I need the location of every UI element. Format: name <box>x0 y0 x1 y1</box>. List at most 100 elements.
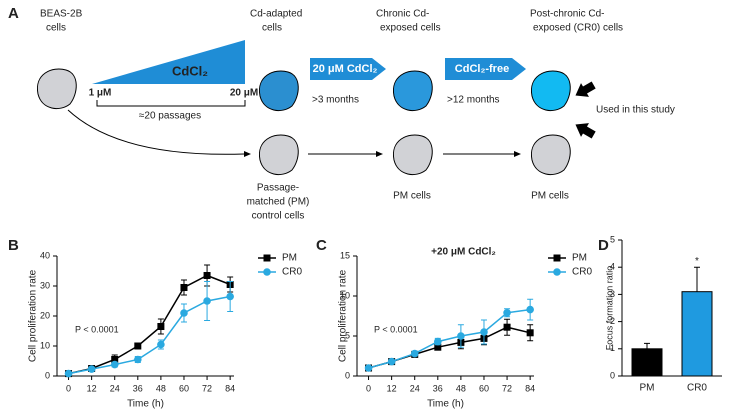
legend-marker <box>263 254 271 262</box>
arrowhead <box>514 151 521 157</box>
label: >12 months <box>447 95 500 106</box>
marker <box>111 356 119 363</box>
annotation: P < 0.0001 <box>75 324 119 334</box>
y-tick-label: 3 <box>610 289 615 299</box>
marker <box>503 309 511 317</box>
marker <box>157 323 165 330</box>
cell <box>258 70 299 112</box>
label: cells <box>46 23 66 34</box>
marker <box>134 355 142 364</box>
label: cells <box>262 23 282 34</box>
x-tick-label: 48 <box>456 383 466 393</box>
marker <box>226 292 234 301</box>
panel-label: A <box>8 5 19 22</box>
bar <box>681 291 713 377</box>
x-tick-label: 72 <box>202 383 212 393</box>
marker <box>203 272 211 279</box>
series-line <box>368 308 531 369</box>
marker <box>203 297 211 305</box>
bracket <box>96 100 246 107</box>
panel-label: B <box>8 237 19 254</box>
y-tick-label: 0 <box>610 370 615 380</box>
legend-marker <box>553 268 561 276</box>
marker <box>434 343 442 351</box>
cell <box>392 134 433 176</box>
x-tick-label: 84 <box>225 383 235 393</box>
label: Chronic Cd- <box>376 9 429 20</box>
x-tick-label: 24 <box>410 383 420 393</box>
x-tick-label: 36 <box>433 383 443 393</box>
label: Passage- <box>257 183 299 194</box>
x-axis-label: Time (h) <box>427 399 464 410</box>
y-tick-label: 4 <box>610 262 615 272</box>
label: 20 μM <box>230 88 258 99</box>
y-tick-label: 0 <box>345 370 350 380</box>
label: exposed cells <box>380 23 441 34</box>
marker <box>364 364 373 372</box>
annotation: P < 0.0001 <box>374 324 418 334</box>
legend-label: PM <box>572 253 587 264</box>
legend-label: PM <box>282 253 297 264</box>
y-tick-label: 20 <box>40 310 50 320</box>
label: Used in this study <box>596 105 675 116</box>
label: >3 months <box>312 95 359 106</box>
x-tick-label: 84 <box>525 383 535 393</box>
x-tick-label: 72 <box>502 383 512 393</box>
annotation: * <box>695 256 699 267</box>
y-tick-label: 10 <box>340 290 350 300</box>
x-tick-label: 12 <box>387 383 397 393</box>
x-tick-label: 36 <box>133 383 143 393</box>
x-tick-label: 48 <box>156 383 166 393</box>
label: ≈20 passages <box>139 111 201 122</box>
x-tick-label: CR0 <box>687 383 707 394</box>
panel-label: D <box>598 237 609 254</box>
marker <box>110 360 119 369</box>
y-tick-label: 1 <box>610 343 615 353</box>
error-bar <box>694 266 700 292</box>
block-arrow <box>445 58 526 80</box>
marker <box>157 340 165 349</box>
label: Cd-adapted <box>250 9 302 20</box>
connector <box>67 109 245 155</box>
x-tick-label: 60 <box>179 383 189 393</box>
x-tick-label: PM <box>640 383 655 394</box>
legend-marker <box>553 254 561 262</box>
marker <box>134 342 142 350</box>
marker <box>526 329 534 337</box>
x-tick-label: 60 <box>479 383 489 393</box>
y-tick-label: 2 <box>610 316 615 326</box>
bar <box>631 348 663 377</box>
arrowhead <box>244 151 251 157</box>
arrow-text: 20 μM CdCl₂ <box>313 63 378 75</box>
label: Post-chronic Cd- <box>530 9 604 20</box>
label: BEAS-2B <box>40 9 83 20</box>
legend-label: CR0 <box>282 267 302 278</box>
error-bar <box>644 342 650 349</box>
cell <box>258 134 299 176</box>
label: exposed (CR0) cells <box>533 23 623 34</box>
y-axis-label: Cell proliferation rate <box>28 269 39 362</box>
label: 1 μM <box>89 88 112 99</box>
x-tick-label: 0 <box>66 383 71 393</box>
marker <box>457 332 465 340</box>
x-tick-label: 24 <box>110 383 120 393</box>
marker <box>64 369 73 378</box>
y-axis-label: Focus formation ratio <box>604 266 614 351</box>
arrow-text: CdCl₂-free <box>455 63 509 75</box>
marker <box>180 309 188 317</box>
cell <box>392 70 433 112</box>
marker <box>410 349 419 358</box>
marker <box>180 284 188 291</box>
y-tick-label: 10 <box>40 340 50 350</box>
y-tick-label: 5 <box>345 330 350 340</box>
y-tick-label: 0 <box>45 370 50 380</box>
label: PM cells <box>393 191 431 202</box>
cell <box>36 68 77 110</box>
wedge-text: CdCl₂ <box>172 63 208 78</box>
panel-label: C <box>316 237 327 254</box>
marker <box>87 365 96 373</box>
marker <box>526 305 534 314</box>
y-tick-label: 15 <box>340 250 350 260</box>
block-arrow <box>310 58 386 80</box>
chart-title: +20 μM CdCl₂ <box>431 247 496 258</box>
